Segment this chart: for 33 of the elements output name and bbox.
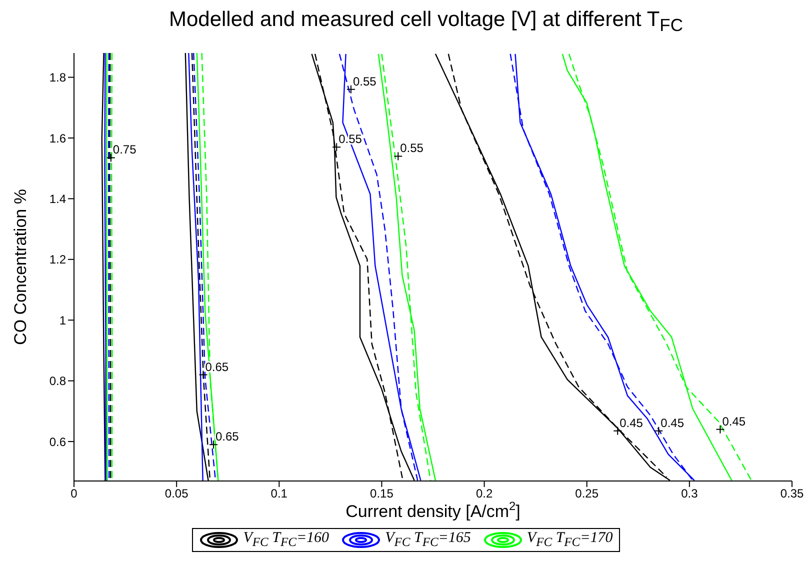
y-axis-title: CO Concentration %	[11, 189, 30, 345]
x-tick-label: 0.05	[164, 486, 189, 501]
y-tick-label: 1	[59, 313, 66, 328]
line-series	[104, 53, 106, 481]
y-tick-label: 1.4	[49, 192, 66, 206]
annotation: 0.65	[215, 430, 240, 444]
annotation: 0.55	[400, 141, 424, 156]
annotation: 0.45	[620, 416, 644, 430]
annotation: 0.75	[112, 142, 137, 157]
line-series	[110, 53, 113, 481]
x-axis-title: Current density [A/cm$^{2}$]	[346, 499, 520, 521]
annotation: 0.55	[352, 74, 377, 88]
x-tick-label: 0.2	[476, 486, 493, 501]
x-tick-label: 0.25	[575, 486, 599, 501]
x-tick-label: 0.1	[270, 486, 288, 501]
line-series	[109, 53, 112, 481]
annotation: 0.45	[660, 416, 684, 430]
legend-label: V$_{FC}$ T$_{FC}$=165	[385, 530, 471, 550]
annotation: 0.45	[722, 414, 746, 428]
legend-label: V$_{FC}$ T$_{FC}$=170	[526, 530, 613, 550]
y-tick-label: 1.2	[49, 252, 66, 267]
line-series	[106, 53, 108, 481]
y-tick-label: 0.6	[49, 434, 66, 449]
y-tick-label: 1.6	[49, 131, 66, 146]
legend-label: V$_{FC}$ T$_{FC}$=160	[243, 530, 330, 550]
x-tick-label: 0	[70, 486, 78, 501]
chart-title: Modelled and measured cell voltage [V] at different T$_{FC}$	[168, 8, 684, 38]
y-tick-label: 0.8	[49, 374, 66, 388]
x-tick-label: 0.35	[780, 486, 804, 501]
x-tick-label: 0.15	[370, 486, 394, 501]
x-tick-label: 0.3	[681, 486, 698, 501]
y-tick-label: 1.8	[49, 70, 66, 85]
line-series	[188, 53, 204, 481]
